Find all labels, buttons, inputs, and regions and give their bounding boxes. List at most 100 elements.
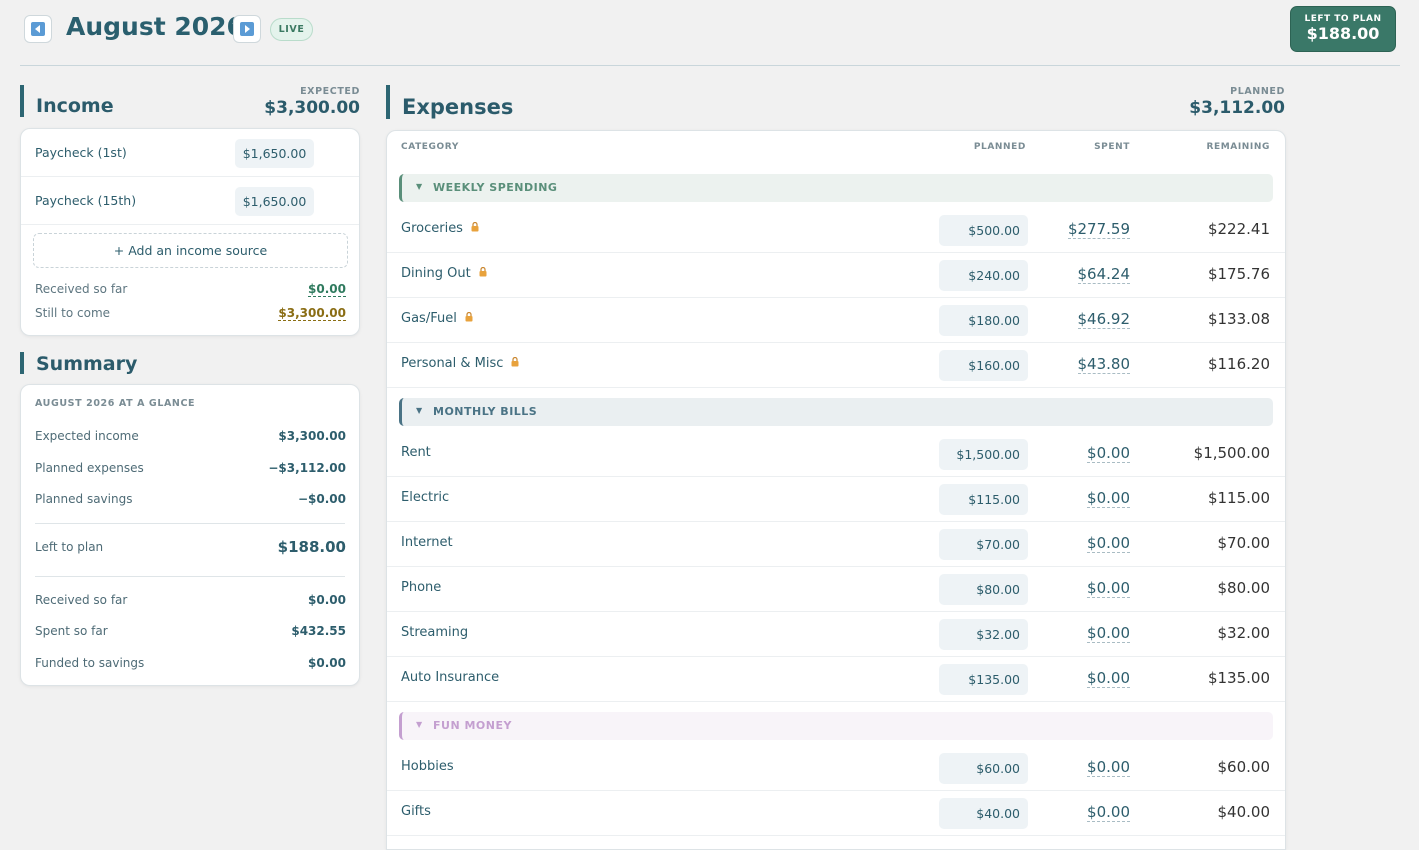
category-name-text: Auto Insurance — [401, 670, 500, 685]
spent-amount[interactable]: $0.00 — [1087, 803, 1130, 822]
summary-value: $432.55 — [291, 624, 346, 638]
summary-value: $3,300.00 — [278, 429, 346, 443]
summary-title: Summary — [20, 352, 137, 375]
remaining-amount: $70.00 — [1217, 534, 1271, 552]
remaining-amount: $115.00 — [1207, 489, 1270, 507]
spent-amount[interactable]: $0.00 — [1087, 579, 1130, 598]
summary-label: Funded to savings — [35, 655, 145, 670]
planned-amount[interactable]: $500.00 — [939, 215, 1028, 246]
spent-amount[interactable]: $0.00 — [1087, 489, 1130, 508]
column-header: SPENT — [1094, 142, 1130, 152]
spent-amount[interactable]: $0.00 — [1087, 624, 1130, 643]
planned-amount[interactable]: $32.00 — [939, 619, 1028, 650]
income-source-name: Paycheck (15th) — [35, 193, 137, 208]
category-name: Gas/Fuel — [401, 311, 473, 326]
category-name: Gifts — [401, 804, 431, 819]
planned-amount[interactable]: $1,500.00 — [939, 439, 1028, 470]
divider — [387, 387, 1285, 388]
summary-value: −$3,112.00 — [268, 460, 346, 475]
summary-heading: AUGUST 2026 AT A GLANCE — [35, 398, 196, 409]
income-expected-label: EXPECTED — [300, 86, 360, 97]
category-name: Rent — [401, 445, 431, 460]
left-to-plan-value: $188.00 — [1306, 24, 1380, 43]
divider — [387, 252, 1285, 253]
divider — [387, 835, 1285, 836]
planned-amount[interactable]: $160.00 — [939, 350, 1028, 381]
planned-amount[interactable]: $240.00 — [939, 260, 1028, 291]
divider — [387, 790, 1285, 791]
income-expected: $3,300.00 — [264, 98, 360, 118]
divider — [387, 701, 1285, 702]
spent-amount[interactable]: $43.80 — [1077, 355, 1130, 374]
planned-amount[interactable]: $180.00 — [939, 305, 1028, 336]
category-name-text: Gifts — [401, 804, 431, 819]
summary-card: AUGUST 2026 AT A GLANCE Expected income $3… — [20, 384, 360, 686]
group-caret: ▼ — [416, 182, 423, 191]
spent-amount[interactable]: $0.00 — [1087, 534, 1130, 553]
summary-label: Planned savings — [35, 492, 133, 506]
remaining-amount: $116.20 — [1207, 355, 1270, 373]
summary-label: Left to plan — [35, 539, 104, 554]
add-income-button[interactable]: + Add an income source — [33, 233, 348, 268]
spent-amount[interactable]: $277.59 — [1067, 220, 1130, 239]
lock-icon — [471, 221, 479, 236]
prev-month-button[interactable] — [24, 15, 52, 43]
group-header[interactable]: ▼ MONTHLY BILLS — [399, 398, 1273, 426]
category-name: Personal & Misc — [401, 356, 519, 371]
planned-amount[interactable]: $60.00 — [939, 753, 1028, 784]
category-name-text: Streaming — [401, 625, 469, 640]
remaining-amount: $135.00 — [1207, 669, 1270, 687]
planned-amount[interactable]: $70.00 — [939, 529, 1028, 560]
income-stat-label: Received so far — [35, 282, 128, 296]
planned-amount[interactable]: $115.00 — [939, 484, 1028, 515]
planned-amount[interactable]: $135.00 — [939, 664, 1028, 695]
spent-amount[interactable]: $46.92 — [1077, 310, 1130, 329]
category-name: Electric — [401, 490, 449, 505]
summary-value: −$0.00 — [297, 492, 346, 506]
category-name-text: Rent — [401, 445, 431, 460]
lock-icon — [511, 356, 519, 371]
spent-amount[interactable]: $0.00 — [1087, 669, 1130, 688]
spent-amount[interactable]: $64.24 — [1077, 265, 1130, 284]
group-header[interactable]: ▼ WEEKLY SPENDING — [399, 174, 1273, 202]
status-badge: LIVE — [270, 18, 313, 41]
column-header: REMAINING — [1206, 142, 1270, 152]
expenses-planned-label: PLANNED — [1230, 86, 1285, 97]
category-name: Dining Out — [401, 266, 487, 281]
column-header-bg — [387, 131, 1285, 163]
category-name-text: Gas/Fuel — [401, 311, 457, 326]
divider — [387, 342, 1285, 343]
group-name: WEEKLY SPENDING — [433, 181, 558, 194]
next-month-button[interactable] — [233, 15, 261, 43]
planned-amount[interactable]: $80.00 — [939, 574, 1028, 605]
remaining-amount: $60.00 — [1217, 758, 1271, 776]
income-title-text: Income — [36, 95, 114, 117]
prev-icon — [31, 22, 45, 36]
group-caret: ▼ — [416, 720, 423, 729]
category-name: Streaming — [401, 625, 468, 640]
remaining-amount: $175.76 — [1207, 265, 1270, 283]
income-source-amount[interactable]: $1,650.00 — [235, 187, 314, 216]
spent-amount[interactable]: $0.00 — [1087, 444, 1130, 463]
group-header[interactable]: ▼ FUN MONEY — [399, 712, 1273, 740]
income-card: Paycheck (1st) $1,650.00 Paycheck (15th) $1… — [20, 128, 360, 336]
planned-amount[interactable]: $40.00 — [939, 798, 1028, 829]
income-stat-value: $3,300.00 — [278, 306, 346, 321]
category-name: Hobbies — [401, 759, 454, 774]
divider — [21, 224, 359, 225]
category-name: Groceries — [401, 221, 479, 236]
divider — [387, 476, 1285, 477]
income-source-amount[interactable]: $1,650.00 — [235, 139, 314, 168]
summary-label: Received so far — [35, 592, 128, 607]
divider — [387, 611, 1285, 612]
remaining-amount: $32.00 — [1217, 624, 1271, 642]
category-name-text: Hobbies — [401, 759, 454, 774]
spent-amount[interactable]: $0.00 — [1087, 758, 1130, 777]
remaining-amount: $133.08 — [1207, 310, 1270, 328]
column-header: CATEGORY — [401, 142, 459, 152]
remaining-amount: $80.00 — [1217, 579, 1271, 597]
group-name: FUN MONEY — [433, 719, 512, 732]
category-name-text: Personal & Misc — [401, 356, 504, 371]
summary-label: Spent so far — [35, 624, 108, 638]
expenses-title: Expenses — [386, 85, 1286, 119]
